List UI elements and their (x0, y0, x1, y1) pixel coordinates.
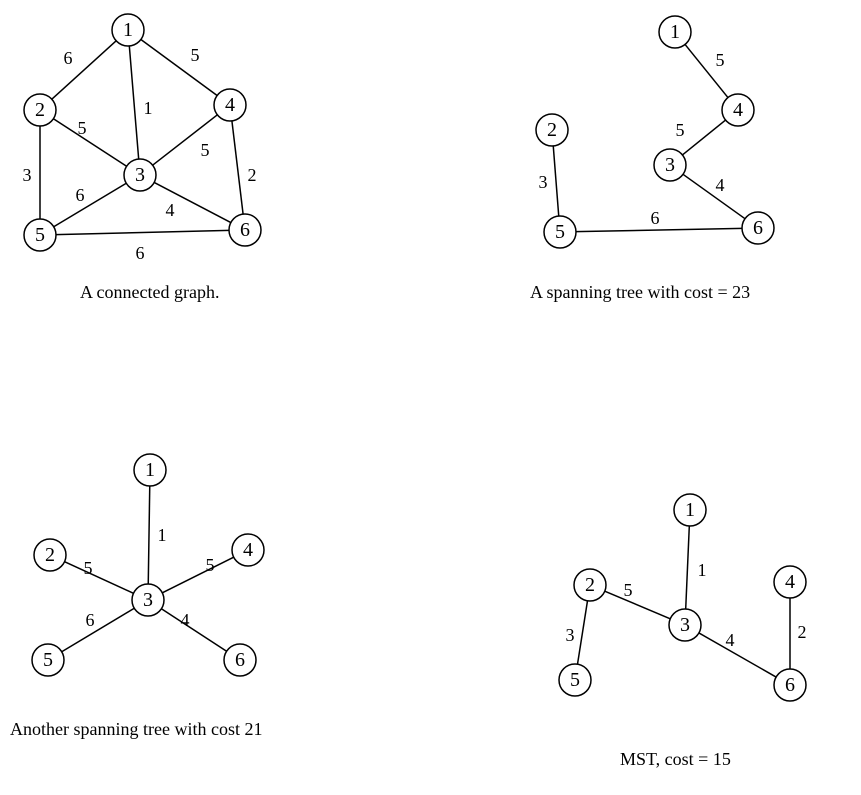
edge-label-3-6: 4 (166, 200, 175, 220)
edge-6-3 (161, 609, 226, 652)
edge-1-4 (141, 39, 217, 95)
edge-label-5-6: 6 (651, 208, 660, 228)
edge-2-3 (605, 591, 671, 619)
edge-1-3 (686, 526, 690, 609)
edge-label-5-3: 6 (86, 610, 95, 630)
edge-label-1-3: 1 (698, 560, 707, 580)
node-label-1: 1 (145, 459, 155, 481)
edge-5-3 (62, 608, 135, 652)
edge-label-3-6: 4 (716, 175, 725, 195)
edge-label-2-5: 3 (566, 625, 575, 645)
caption-connected: A connected graph. (80, 282, 219, 302)
edge-2-3 (53, 119, 126, 167)
caption-mst: MST, cost = 15 (620, 749, 731, 769)
caption-span23: A spanning tree with cost = 23 (530, 282, 750, 302)
edge-1-3 (148, 486, 150, 584)
graph-span23: 5 5 4 3 6 1 2 3 4 5 6 A spanning tree with cost = 2… (530, 16, 774, 302)
node-label-5: 5 (570, 669, 580, 691)
edge-1-3 (129, 46, 138, 159)
node-label-3: 3 (665, 154, 675, 176)
edge-4-3 (682, 120, 725, 155)
node-label-4: 4 (243, 539, 253, 561)
node-label-2: 2 (547, 119, 557, 141)
caption-span21: Another spanning tree with cost 21 (10, 719, 262, 739)
edge-label-4-3: 5 (676, 120, 685, 140)
node-label-2: 2 (35, 99, 45, 121)
node-label-4: 4 (225, 94, 235, 116)
node-label-2: 2 (585, 574, 595, 596)
edge-label-4-3: 5 (206, 555, 215, 575)
edge-5-6 (56, 230, 229, 234)
edge-3-6 (683, 174, 745, 218)
edge-label-1-4: 5 (191, 45, 200, 65)
node-label-5: 5 (555, 221, 565, 243)
edge-label-6-3: 4 (181, 610, 190, 630)
edge-label-4-6: 2 (248, 165, 257, 185)
edge-label-2-3: 5 (624, 580, 633, 600)
edge-label-1-3: 1 (144, 98, 153, 118)
edge-label-5-6: 6 (136, 243, 145, 263)
edge-4-3 (162, 557, 233, 593)
node-label-6: 6 (240, 219, 250, 241)
node-label-6: 6 (785, 674, 795, 696)
node-label-2: 2 (45, 544, 55, 566)
node-label-3: 3 (135, 164, 145, 186)
edge-label-2-5: 3 (539, 172, 548, 192)
edge-4-6 (232, 121, 243, 214)
node-label-4: 4 (785, 571, 795, 593)
edge-label-2-3: 5 (78, 118, 87, 138)
node-label-4: 4 (733, 99, 743, 121)
edge-label-3-5: 6 (76, 185, 85, 205)
node-label-5: 5 (35, 224, 45, 246)
node-label-3: 3 (680, 614, 690, 636)
edge-label-3-6: 4 (726, 630, 735, 650)
edge-label-1-2: 6 (64, 48, 73, 68)
edge-2-5 (577, 601, 587, 664)
edge-1-2 (52, 41, 116, 99)
graph-connected: 6 5 1 5 5 3 6 4 2 6 1 2 3 4 5 6 A connected graph. (23, 14, 262, 302)
graph-span21: 1 5 5 6 4 1 2 3 4 5 6 Another spanning tree with co… (10, 454, 264, 739)
diagram-canvas: 6515536426123456A connected graph.554361… (0, 0, 861, 795)
edge-2-5 (553, 146, 558, 216)
edge-3-5 (54, 183, 127, 227)
node-label-6: 6 (753, 217, 763, 239)
graph-mst: 1 5 3 4 2 1 2 3 4 5 6 MST, cost = 15 (559, 494, 807, 769)
edge-label-1-3: 1 (158, 525, 167, 545)
edge-3-6 (699, 633, 776, 677)
edge-2-3 (65, 562, 134, 594)
edge-label-3-4: 5 (201, 140, 210, 160)
node-label-3: 3 (143, 589, 153, 611)
node-label-1: 1 (670, 21, 680, 43)
edge-label-1-4: 5 (716, 50, 725, 70)
node-label-5: 5 (43, 649, 53, 671)
edge-label-2-3: 5 (84, 558, 93, 578)
node-label-1: 1 (685, 499, 695, 521)
node-label-1: 1 (123, 19, 133, 41)
edge-5-6 (576, 228, 742, 231)
edge-label-2-5: 3 (23, 165, 32, 185)
node-label-6: 6 (235, 649, 245, 671)
edge-label-6-4: 2 (798, 622, 807, 642)
